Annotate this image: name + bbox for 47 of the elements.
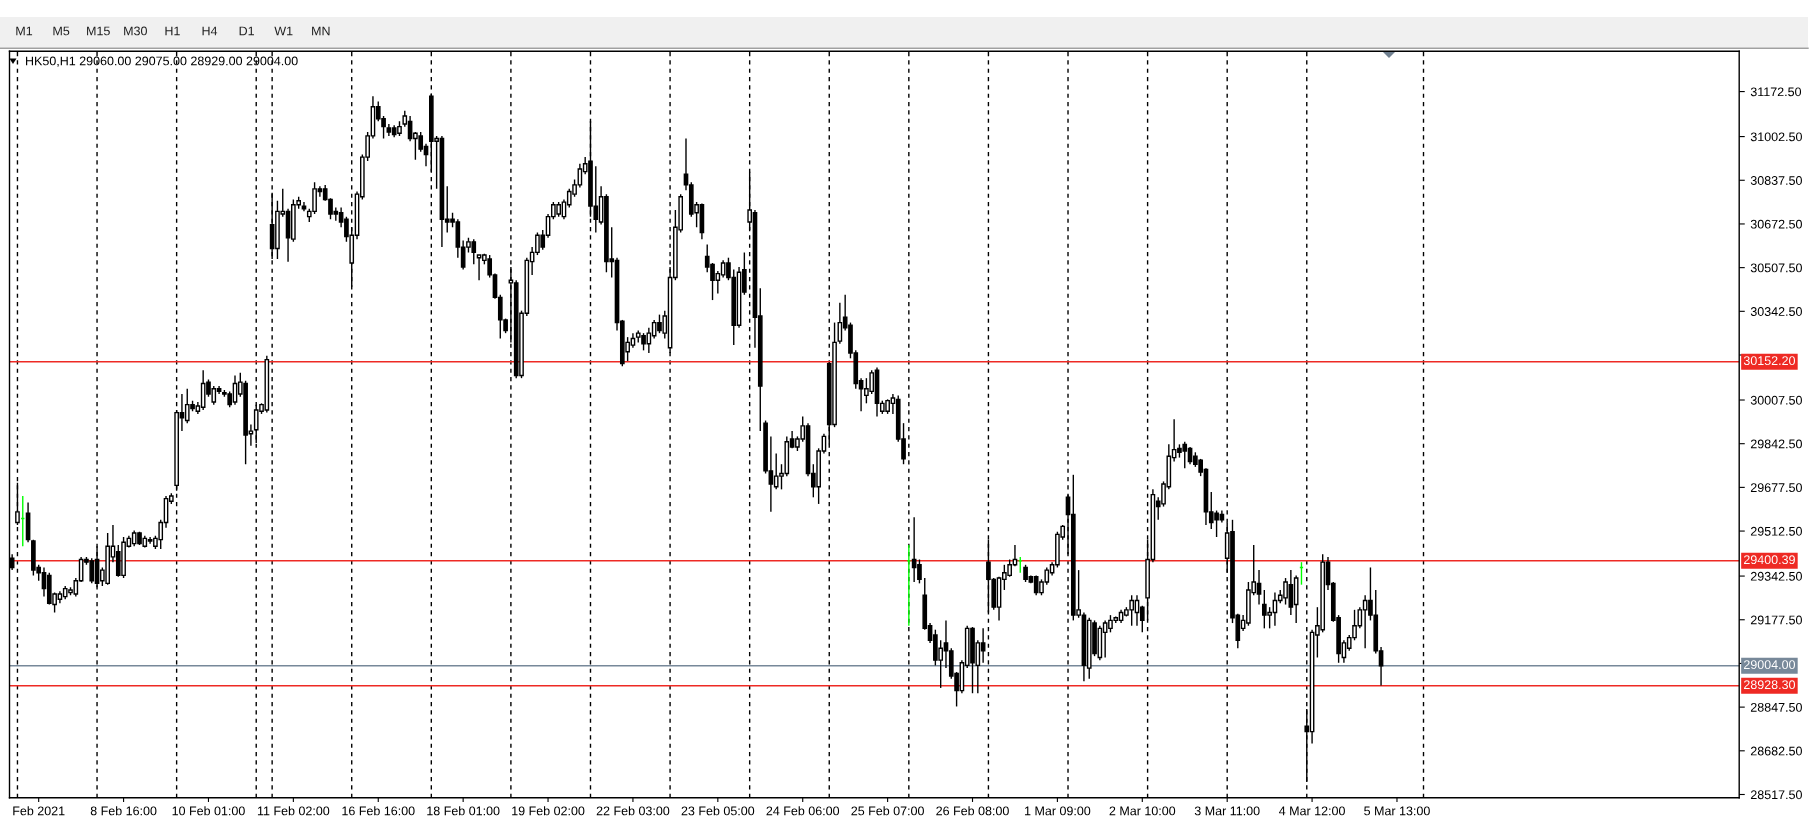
y-tick-label: 30342.50 [1750,307,1802,316]
x-tick-label: 1 Mar 09:00 [1025,806,1091,816]
text: MN [312,26,330,36]
x-tick-label: 19 Feb 02:00 [512,806,585,816]
x-tick-label: 26 Feb 08:00 [936,806,1009,816]
text: M5 [53,26,70,36]
y-tick-label: 30007.50 [1750,395,1802,405]
y-tick-label: 28517.50 [1750,790,1802,800]
y-tick-label: 28847.50 [1750,702,1802,712]
y-tick-label: 31172.50 [1750,87,1802,97]
ref-line-label: 30152.20 [1743,356,1796,366]
y-tick-label: 31002.50 [1750,132,1802,142]
text: H4 [202,26,218,36]
text: W1 [274,26,293,36]
y-tick-label: 29342.50 [1750,571,1802,581]
x-tick-label: 24 Feb 06:00 [766,806,840,816]
ref-line-label: 29004.00 [1744,660,1796,670]
y-tick-label: 29512.50 [1750,526,1802,536]
x-tick-label: 2 Mar 10:00 [1109,806,1176,816]
y-tick-label: 28682.50 [1750,746,1802,756]
candlestick [15,482,20,526]
x-tick-label: 10 Feb 01:00 [172,806,245,816]
ref-line-label: 29400.39 [1744,555,1795,565]
x-tick-label: 23 Feb 05:00 [681,806,755,816]
x-tick-label: 25 Feb 07:00 [851,806,924,816]
x-tick-label: 11 Feb 02:00 [257,806,330,816]
text: M1 [16,26,33,36]
x-tick-label: 5 Mar 13:00 [1364,806,1430,816]
y-tick-label: 30672.50 [1750,219,1802,229]
y-tick-label: 30837.50 [1750,176,1802,185]
text: H1 [165,26,180,36]
text: M30 [124,26,147,36]
chart-title: HK50,H1 29060.00 29075.00 28929.00 29004.00 [26,56,298,67]
text: D1 [239,26,254,36]
y-tick-label: 29842.50 [1750,439,1802,449]
x-tick-label: Feb 2021 [13,806,65,816]
x-tick-label: 4 Mar 12:00 [1279,806,1345,816]
x-tick-label: 3 Mar 11:00 [1194,806,1260,816]
y-tick-label: 29677.50 [1750,483,1802,493]
x-tick-label: 16 Feb 16:00 [342,806,415,816]
x-tick-label: 18 Feb 01:00 [427,806,500,816]
x-tick-label: 8 Feb 16:00 [90,806,157,816]
ref-line-label: 28928.30 [1744,680,1796,690]
y-tick-label: 29177.50 [1750,615,1802,625]
text: M15 [87,26,110,36]
y-tick-label: 30507.50 [1750,263,1802,273]
x-tick-label: 22 Feb 03:00 [596,806,670,816]
